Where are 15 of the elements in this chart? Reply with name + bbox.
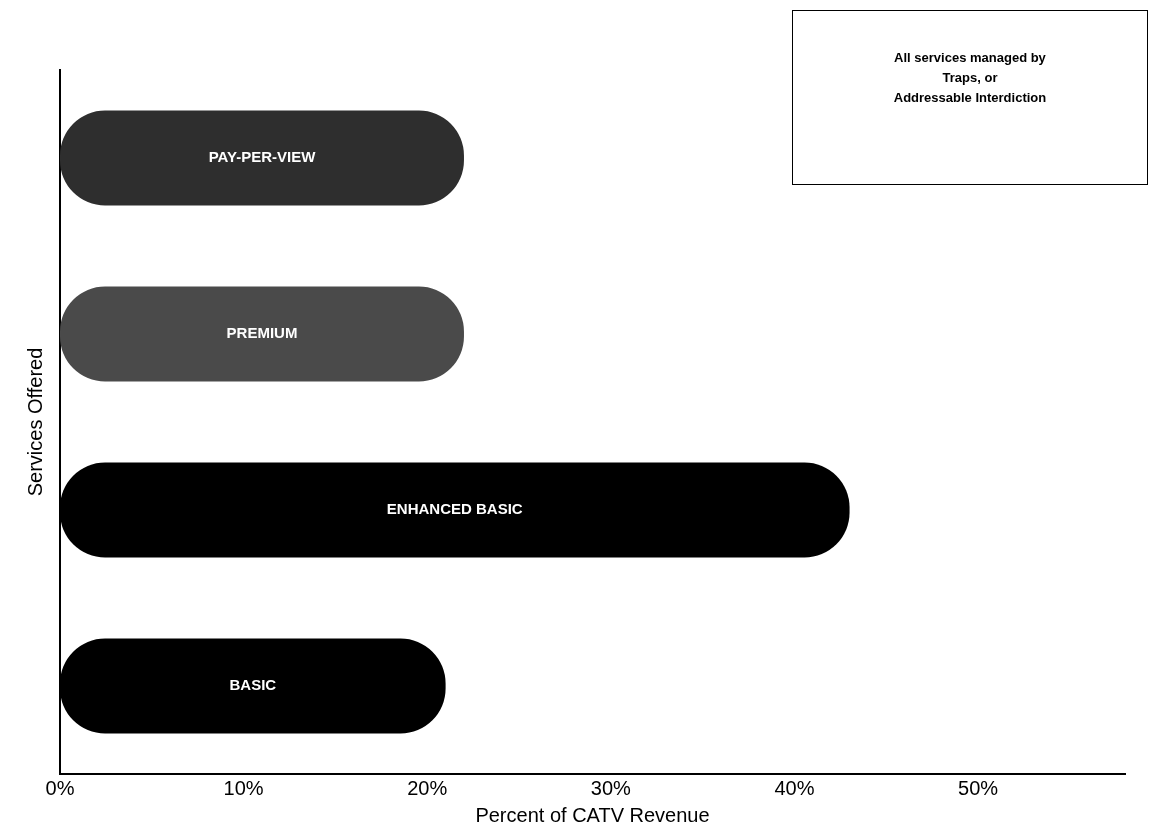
x-tick-label: 20% — [407, 776, 448, 799]
bar — [60, 110, 464, 206]
y-tick-label: ENHANCED BASIC — [386, 500, 523, 518]
callout-box: All services managed by Traps, or Addressable Interdiction — [792, 10, 1148, 185]
y-tick-label: PAY-PER-VIEW — [208, 148, 317, 166]
x-tick-label: 50% — [958, 776, 999, 799]
bar — [60, 286, 464, 382]
x-tick-label: 30% — [590, 776, 632, 799]
y-tick-label: BASIC — [229, 676, 277, 694]
x-tick-label: 40% — [774, 776, 815, 799]
y-axis-title: Services Offered — [23, 347, 46, 497]
y-tick-label: PREMIUM — [226, 324, 298, 342]
x-axis-title: Percent of CATV Revenue — [475, 803, 710, 826]
x-tick-label: 0% — [45, 776, 75, 799]
x-tick-label: 10% — [223, 776, 264, 799]
